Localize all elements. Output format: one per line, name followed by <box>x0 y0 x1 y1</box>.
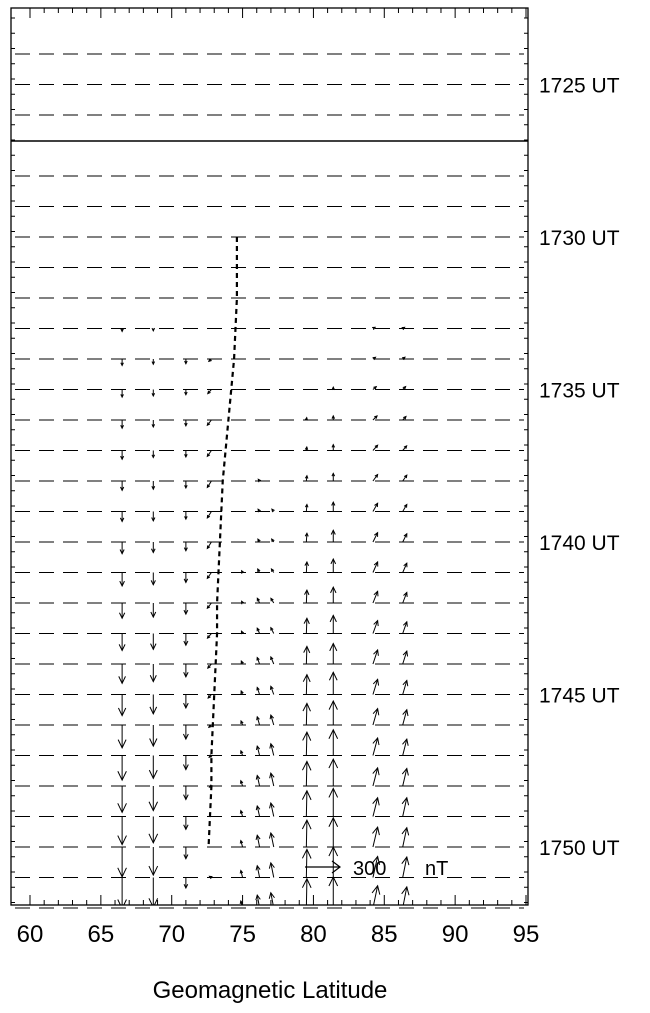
time-label: 1750 UT <box>539 837 620 860</box>
plot-frame <box>11 8 528 905</box>
x-axis-title: Geomagnetic Latitude <box>153 977 388 1004</box>
x-tick-label: 80 <box>300 921 327 948</box>
vector-head <box>184 914 187 917</box>
vector-head <box>118 931 127 940</box>
x-tick-label: 70 <box>158 921 185 948</box>
time-label: 1740 UT <box>539 532 620 555</box>
x-tick-label: 85 <box>371 921 398 948</box>
vector-shaft <box>306 820 307 847</box>
vector-shaft <box>306 761 307 786</box>
vector-shaft <box>306 879 307 908</box>
vector-shaft <box>306 646 307 664</box>
vector-shaft <box>306 849 307 877</box>
vector-shaft <box>306 791 307 817</box>
vector-shaft <box>306 703 307 725</box>
time-label: 1745 UT <box>539 685 620 708</box>
x-tick-labels: 60 65 70 75 80 85 90 95 <box>17 921 540 948</box>
x-tick-label: 60 <box>17 921 44 948</box>
vector-shaft <box>306 732 307 755</box>
axis-ticks <box>11 8 528 905</box>
time-label: 1735 UT <box>539 380 620 403</box>
x-tick-label: 95 <box>513 921 540 948</box>
scale-value: 300 <box>353 858 386 880</box>
scale-unit: nT <box>425 858 448 880</box>
x-tick-label: 65 <box>88 921 115 948</box>
time-label: 1730 UT <box>539 227 620 250</box>
vector-head <box>149 930 158 939</box>
time-labels: 1725 UT 1730 UT 1735 UT 1740 UT 1745 UT 1750 … <box>539 75 620 861</box>
vector-shaft <box>306 618 307 633</box>
vector-head <box>372 327 375 329</box>
x-tick-label: 75 <box>229 921 256 948</box>
vector-shaft <box>306 675 307 695</box>
scale-reference: 300 nT <box>305 858 448 880</box>
x-tick-label: 90 <box>442 921 469 948</box>
station-baselines <box>15 54 524 908</box>
time-label: 1725 UT <box>539 75 620 98</box>
